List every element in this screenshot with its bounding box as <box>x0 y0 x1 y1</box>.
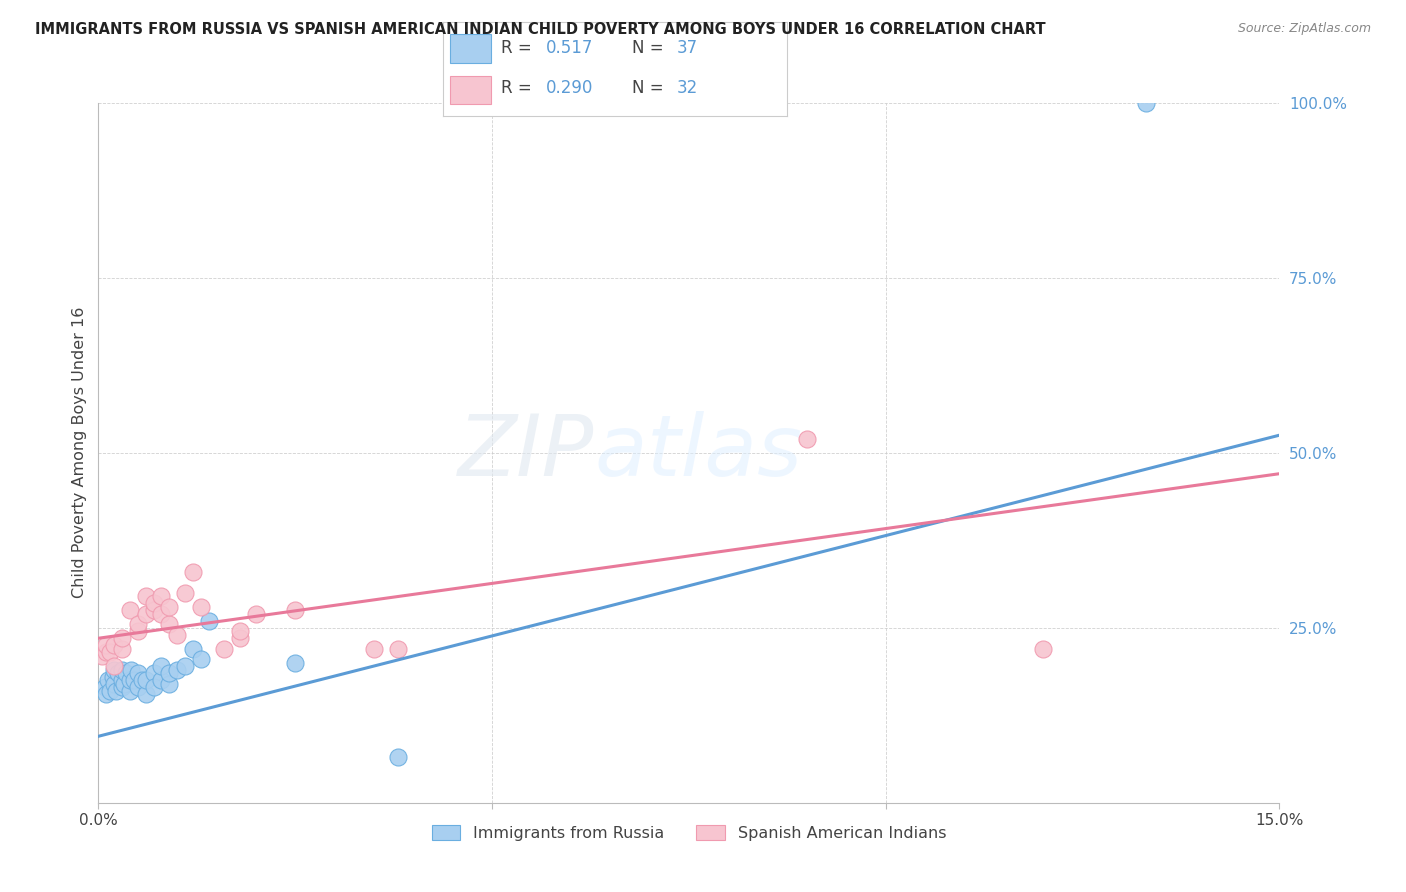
Point <box>157 599 180 614</box>
Y-axis label: Child Poverty Among Boys Under 16: Child Poverty Among Boys Under 16 <box>72 307 87 599</box>
Text: 0.290: 0.290 <box>546 78 593 97</box>
Point <box>97 673 120 688</box>
Bar <box>450 35 491 62</box>
Point <box>135 673 157 688</box>
Point <box>96 638 118 652</box>
Text: R =: R = <box>502 78 537 97</box>
Point <box>103 638 125 652</box>
Point <box>1135 95 1157 110</box>
Point <box>197 614 219 628</box>
Point <box>118 673 141 688</box>
Point <box>157 677 180 691</box>
Point <box>229 624 252 639</box>
Point <box>150 607 173 621</box>
Point <box>387 750 409 764</box>
Text: 32: 32 <box>678 78 699 97</box>
Point <box>101 670 124 684</box>
Point <box>121 663 143 677</box>
Point <box>104 683 127 698</box>
Text: R =: R = <box>502 39 537 57</box>
Text: atlas: atlas <box>595 411 803 494</box>
Point <box>111 663 134 677</box>
Point <box>363 641 385 656</box>
Text: 37: 37 <box>678 39 699 57</box>
Point <box>131 673 153 688</box>
Point <box>127 617 149 632</box>
Point <box>214 641 236 656</box>
Point <box>127 680 149 694</box>
Point <box>229 632 252 646</box>
Point <box>112 677 135 691</box>
Point <box>127 624 149 639</box>
Point <box>181 565 204 579</box>
Point <box>127 666 149 681</box>
Point <box>284 603 307 617</box>
Point <box>111 673 134 688</box>
Point <box>96 645 118 659</box>
Point <box>98 683 121 698</box>
Point <box>98 645 121 659</box>
Point <box>157 666 180 681</box>
Point <box>284 656 307 670</box>
Point <box>387 641 409 656</box>
Point <box>150 673 173 688</box>
Point <box>157 617 180 632</box>
Point <box>181 641 204 656</box>
Text: 0.517: 0.517 <box>546 39 593 57</box>
Point <box>96 687 118 701</box>
Point <box>150 659 173 673</box>
Text: ZIP: ZIP <box>458 411 595 494</box>
Point <box>142 680 165 694</box>
Point <box>142 596 165 610</box>
Point <box>142 666 165 681</box>
Point <box>111 632 134 646</box>
Point <box>796 432 818 446</box>
Point <box>111 680 134 694</box>
Legend: Immigrants from Russia, Spanish American Indians: Immigrants from Russia, Spanish American… <box>425 819 953 847</box>
Point <box>135 687 157 701</box>
Point <box>103 663 125 677</box>
Point <box>166 663 188 677</box>
Point <box>135 607 157 621</box>
Point <box>174 586 197 600</box>
Point <box>115 666 138 681</box>
Text: N =: N = <box>633 39 669 57</box>
Text: IMMIGRANTS FROM RUSSIA VS SPANISH AMERICAN INDIAN CHILD POVERTY AMONG BOYS UNDER: IMMIGRANTS FROM RUSSIA VS SPANISH AMERIC… <box>35 22 1046 37</box>
Point <box>1032 641 1054 656</box>
Point <box>190 652 212 666</box>
Point <box>174 659 197 673</box>
Point <box>103 677 125 691</box>
Point <box>93 680 115 694</box>
Point <box>111 641 134 656</box>
Point <box>142 603 165 617</box>
Point <box>166 628 188 642</box>
Point <box>245 607 267 621</box>
Point <box>118 603 141 617</box>
Point <box>135 589 157 603</box>
Point <box>103 659 125 673</box>
Bar <box>450 76 491 103</box>
Point <box>107 666 129 681</box>
Point <box>91 648 114 663</box>
Point <box>122 673 145 688</box>
Point <box>118 683 141 698</box>
Text: N =: N = <box>633 78 669 97</box>
Text: Source: ZipAtlas.com: Source: ZipAtlas.com <box>1237 22 1371 36</box>
Point <box>190 599 212 614</box>
Point <box>150 589 173 603</box>
